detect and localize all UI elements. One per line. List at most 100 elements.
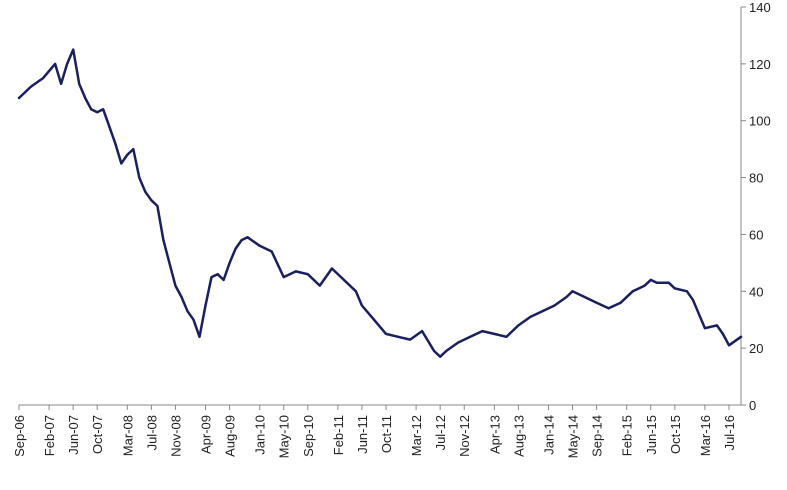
x-tick-label: May-10 bbox=[277, 415, 292, 458]
data-point bbox=[18, 96, 20, 99]
x-tick-label: Oct-11 bbox=[379, 415, 394, 453]
data-point bbox=[505, 335, 508, 338]
data-point bbox=[667, 281, 670, 284]
data-point bbox=[571, 290, 574, 293]
data-point bbox=[108, 125, 111, 128]
x-tick-label: Mar-16 bbox=[698, 415, 713, 456]
data-point bbox=[649, 278, 652, 281]
data-point bbox=[198, 335, 201, 338]
data-point bbox=[517, 324, 520, 327]
data-point bbox=[342, 278, 345, 281]
x-tick-label: Nov-12 bbox=[457, 415, 472, 457]
x-tick-label: Oct-15 bbox=[668, 415, 683, 454]
data-point bbox=[126, 153, 129, 156]
x-tick-label: Mar-12 bbox=[409, 415, 424, 456]
data-point bbox=[234, 247, 237, 250]
data-point bbox=[306, 273, 309, 276]
x-tick-label: Jun-07 bbox=[66, 415, 81, 455]
data-point bbox=[216, 273, 219, 276]
data-point bbox=[186, 310, 189, 313]
y-tick-label: 20 bbox=[749, 341, 763, 356]
data-point bbox=[360, 304, 363, 307]
x-tick-label: Jul-08 bbox=[144, 415, 159, 450]
data-point bbox=[156, 205, 159, 207]
data-point bbox=[228, 261, 231, 264]
data-point bbox=[583, 295, 586, 298]
y-tick-label: 60 bbox=[749, 227, 763, 242]
data-point bbox=[433, 349, 436, 352]
data-point bbox=[439, 355, 442, 358]
data-point bbox=[354, 290, 357, 293]
data-point bbox=[565, 295, 568, 298]
data-point bbox=[282, 276, 285, 279]
data-point bbox=[643, 284, 646, 287]
data-point bbox=[727, 344, 730, 347]
data-point bbox=[715, 324, 718, 327]
data-point bbox=[493, 332, 496, 335]
data-point bbox=[246, 236, 249, 239]
data-point bbox=[168, 261, 171, 264]
data-point bbox=[174, 284, 177, 287]
x-tick-label: Jun-15 bbox=[644, 415, 659, 455]
x-tick-label: May-14 bbox=[566, 415, 581, 458]
data-point bbox=[114, 142, 117, 145]
data-point bbox=[150, 199, 153, 202]
data-point bbox=[30, 85, 33, 88]
x-tick-label: Oct-07 bbox=[90, 415, 105, 454]
data-point bbox=[619, 301, 622, 304]
data-point bbox=[553, 304, 556, 307]
data-point bbox=[445, 349, 448, 352]
data-point bbox=[120, 162, 123, 165]
data-point bbox=[162, 239, 165, 242]
x-tick-label: Jan-14 bbox=[541, 415, 556, 455]
x-tick-label: Feb-11 bbox=[331, 415, 346, 455]
data-point bbox=[330, 267, 333, 270]
data-point bbox=[78, 82, 81, 85]
data-point bbox=[421, 330, 424, 333]
data-point bbox=[84, 96, 87, 99]
data-point bbox=[372, 318, 375, 321]
x-tick-label: Feb-07 bbox=[42, 415, 57, 456]
data-point bbox=[144, 190, 147, 193]
y-tick-label: 140 bbox=[749, 0, 771, 15]
data-point bbox=[631, 290, 634, 293]
data-point bbox=[222, 278, 225, 281]
data-point bbox=[607, 307, 610, 310]
data-point bbox=[294, 270, 297, 273]
x-tick-label: Jun-11 bbox=[355, 415, 370, 454]
x-tick-label: Apr-09 bbox=[199, 415, 214, 454]
y-tick-label: 80 bbox=[749, 171, 763, 186]
data-point bbox=[673, 287, 676, 290]
x-tick-label: Jul-12 bbox=[433, 415, 448, 450]
chart-marks: 0 20 40 60 80 100 120 140 Sep-06 Feb-07 Jun-07 Oct-… bbox=[12, 0, 771, 458]
data-point bbox=[192, 318, 195, 321]
data-point bbox=[529, 315, 532, 318]
data-point bbox=[457, 341, 460, 344]
x-tick-label: Apr-13 bbox=[487, 415, 502, 454]
x-tick-label: Feb-15 bbox=[620, 415, 635, 456]
data-point bbox=[318, 284, 321, 287]
data-point bbox=[96, 111, 99, 114]
data-point bbox=[210, 276, 213, 279]
data-point bbox=[138, 176, 141, 179]
x-tick-label: Jan-10 bbox=[253, 415, 268, 455]
data-point bbox=[180, 295, 183, 298]
data-point bbox=[240, 239, 243, 242]
data-point bbox=[469, 335, 472, 338]
y-tick-label: 0 bbox=[749, 398, 756, 413]
data-point bbox=[204, 304, 207, 307]
y-tick-label: 120 bbox=[749, 57, 771, 72]
data-point bbox=[655, 281, 658, 284]
data-point bbox=[397, 335, 400, 338]
data-point bbox=[270, 250, 273, 253]
data-point bbox=[703, 327, 706, 330]
series-line bbox=[17, 48, 743, 358]
data-point bbox=[90, 108, 93, 111]
data-point bbox=[740, 335, 742, 338]
data-point bbox=[102, 108, 105, 111]
data-point bbox=[132, 148, 135, 151]
data-point bbox=[409, 338, 412, 341]
data-point bbox=[42, 77, 45, 80]
